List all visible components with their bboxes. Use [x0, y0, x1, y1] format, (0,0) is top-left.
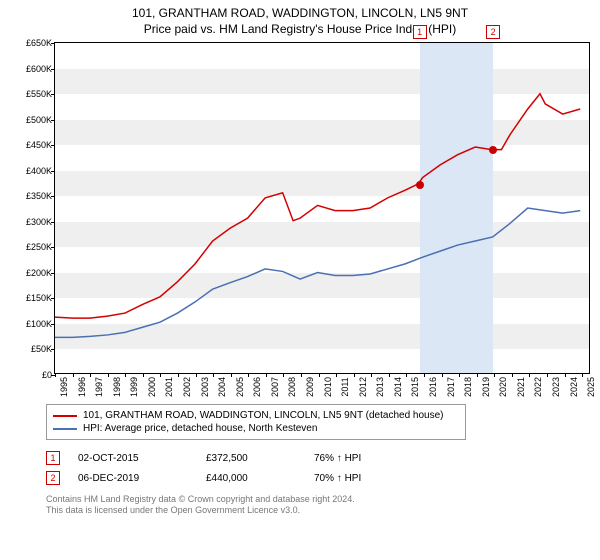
series-hpi — [55, 208, 580, 337]
x-axis-label: 2024 — [565, 377, 579, 397]
sale-date: 06-DEC-2019 — [78, 473, 188, 484]
x-axis-label: 2010 — [319, 377, 333, 397]
legend-label: HPI: Average price, detached house, Nort… — [83, 423, 317, 434]
chart-title-block: 101, GRANTHAM ROAD, WADDINGTON, LINCOLN,… — [0, 0, 600, 38]
x-axis-label: 2014 — [389, 377, 403, 397]
x-axis-label: 2004 — [213, 377, 227, 397]
sale-delta: 70% ↑ HPI — [314, 473, 361, 484]
x-axis-label: 2009 — [301, 377, 315, 397]
attribution-line: This data is licensed under the Open Gov… — [46, 505, 590, 516]
x-axis-label: 2019 — [477, 377, 491, 397]
x-axis-label: 2018 — [459, 377, 473, 397]
sale-row: 1 02-OCT-2015 £372,500 76% ↑ HPI — [46, 448, 590, 468]
x-axis-label: 2000 — [143, 377, 157, 397]
x-axis-label: 2011 — [336, 377, 350, 396]
x-axis-label: 1996 — [73, 377, 87, 397]
plot-wrapper: £0£50K£100K£150K£200K£250K£300K£350K£400… — [8, 42, 592, 374]
legend: 101, GRANTHAM ROAD, WADDINGTON, LINCOLN,… — [46, 404, 466, 440]
sale-price: £372,500 — [206, 453, 296, 464]
x-axis-label: 2023 — [547, 377, 561, 397]
y-axis-label: £250K — [26, 242, 55, 252]
y-axis-label: £100K — [26, 319, 55, 329]
x-axis-label: 2007 — [266, 377, 280, 397]
y-axis-label: £650K — [26, 38, 55, 48]
x-axis-label: 2022 — [529, 377, 543, 397]
x-axis-label: 1995 — [55, 377, 69, 397]
x-axis-label: 2003 — [196, 377, 210, 397]
sale-marker: 1 — [46, 451, 60, 465]
sale-price: £440,000 — [206, 473, 296, 484]
x-axis-label: 2001 — [160, 377, 174, 397]
sale-date: 02-OCT-2015 — [78, 453, 188, 464]
sale-rows: 1 02-OCT-2015 £372,500 76% ↑ HPI 2 06-DEC-201… — [46, 448, 590, 488]
y-axis-label: £450K — [26, 140, 55, 150]
x-axis-label: 1999 — [125, 377, 139, 397]
x-axis-label: 2012 — [354, 377, 368, 397]
y-axis-label: £350K — [26, 191, 55, 201]
legend-swatch — [53, 415, 77, 417]
marker-dot — [489, 146, 497, 154]
legend-label: 101, GRANTHAM ROAD, WADDINGTON, LINCOLN,… — [83, 410, 443, 421]
legend-row: HPI: Average price, detached house, Nort… — [53, 422, 459, 435]
x-axis-label: 2005 — [231, 377, 245, 397]
x-axis-label: 2021 — [512, 377, 526, 397]
x-axis-label: 2013 — [371, 377, 385, 397]
x-axis-label: 2008 — [283, 377, 297, 397]
y-axis-label: £50K — [31, 344, 55, 354]
y-axis-label: £300K — [26, 217, 55, 227]
sale-marker: 2 — [46, 471, 60, 485]
series-property — [55, 94, 580, 318]
plot-area: £0£50K£100K£150K£200K£250K£300K£350K£400… — [54, 42, 590, 374]
x-axis-label: 1998 — [108, 377, 122, 397]
y-axis-label: £550K — [26, 89, 55, 99]
y-axis-label: £0 — [42, 370, 55, 380]
x-axis-label: 2017 — [442, 377, 456, 397]
attribution: Contains HM Land Registry data © Crown c… — [46, 494, 590, 517]
chart-lines — [55, 43, 589, 373]
x-axis-label: 2015 — [406, 377, 420, 397]
legend-swatch — [53, 428, 77, 430]
x-axis-label: 2016 — [424, 377, 438, 397]
sale-delta: 76% ↑ HPI — [314, 453, 361, 464]
marker-label: 1 — [413, 25, 427, 39]
attribution-line: Contains HM Land Registry data © Crown c… — [46, 494, 590, 505]
sale-row: 2 06-DEC-2019 £440,000 70% ↑ HPI — [46, 468, 590, 488]
chart-subtitle: Price paid vs. HM Land Registry's House … — [8, 22, 592, 36]
marker-dot — [416, 181, 424, 189]
y-axis-label: £150K — [26, 293, 55, 303]
y-axis-label: £600K — [26, 64, 55, 74]
x-axis-label: 2006 — [248, 377, 262, 397]
x-axis-label: 1997 — [90, 377, 104, 397]
x-axis-label: 2025 — [582, 377, 596, 397]
chart-title: 101, GRANTHAM ROAD, WADDINGTON, LINCOLN,… — [8, 6, 592, 20]
legend-row: 101, GRANTHAM ROAD, WADDINGTON, LINCOLN,… — [53, 409, 459, 422]
y-axis-label: £200K — [26, 268, 55, 278]
x-axis-label: 2020 — [494, 377, 508, 397]
y-axis-label: £400K — [26, 166, 55, 176]
marker-label: 2 — [486, 25, 500, 39]
x-axis-label: 2002 — [178, 377, 192, 397]
y-axis-label: £500K — [26, 115, 55, 125]
